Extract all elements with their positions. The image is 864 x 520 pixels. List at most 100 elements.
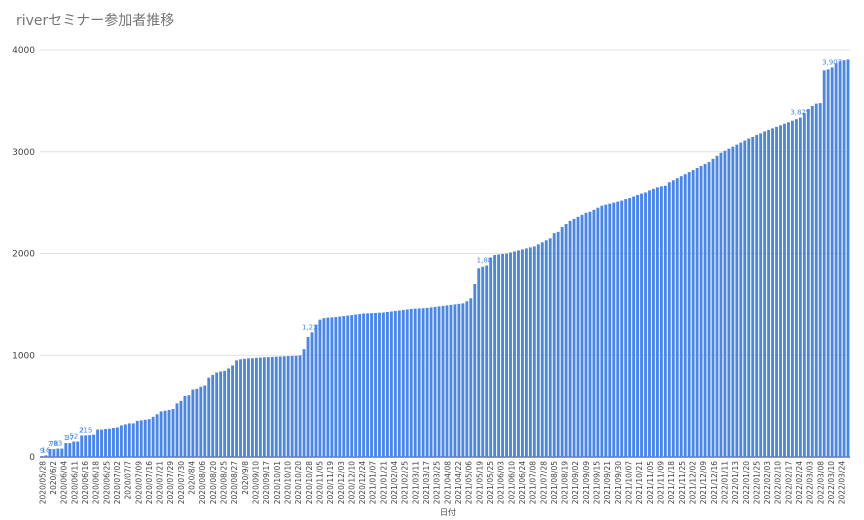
bar [421, 308, 425, 457]
bar [40, 456, 44, 457]
bar [652, 188, 655, 457]
x-tick-label: 2021/08/19 [561, 461, 570, 504]
data-label: 3,907 [822, 58, 842, 66]
bar [544, 240, 548, 457]
bar [775, 126, 778, 457]
bar [401, 309, 405, 457]
bar [195, 388, 199, 457]
bar [251, 358, 254, 457]
bar [632, 196, 636, 457]
x-tick-label: 2022/01/13 [731, 461, 740, 504]
x-tick-label: 2020/06/04 [60, 461, 69, 504]
bar [838, 61, 842, 457]
bar [659, 186, 663, 457]
bar [600, 205, 604, 457]
x-tick-label: 2021/09/30 [614, 461, 623, 504]
chart-title: riverセミナー参加者推移 [16, 13, 175, 29]
x-tick-label: 2022/03/24 [838, 461, 847, 504]
bar [572, 218, 576, 457]
bar [798, 117, 802, 457]
data-label: 52 [69, 433, 78, 441]
data-label: 16 [41, 446, 50, 454]
x-tick-label: 2022/02/10 [774, 461, 783, 504]
data-label: 3,829 [790, 109, 810, 117]
bar [620, 200, 624, 457]
bar [747, 138, 751, 457]
bar [389, 311, 393, 457]
bar [588, 211, 592, 457]
bar [354, 314, 358, 457]
bar [596, 207, 600, 457]
bar [227, 368, 231, 457]
x-tick-label: 2021/09/02 [571, 461, 580, 504]
bar [382, 312, 385, 457]
x-tick-label: 2021/12/09 [699, 461, 708, 504]
bar [104, 429, 107, 457]
bar [465, 301, 469, 457]
bar [763, 131, 767, 457]
bar [286, 356, 290, 457]
bar [60, 448, 64, 457]
x-tick-label: 2021/09/15 [593, 461, 602, 504]
x-tick-label: 2020/07/7 [124, 461, 133, 500]
x-tick-label: 2021/01/21 [379, 461, 388, 504]
bar [457, 303, 461, 457]
bar [656, 187, 659, 458]
bar [517, 250, 520, 457]
bar [282, 356, 286, 457]
bar [735, 144, 739, 457]
bar [794, 119, 798, 457]
bar [528, 247, 532, 457]
x-tick-label: 2020/12/24 [358, 461, 367, 504]
bar [374, 312, 377, 457]
bar [524, 248, 528, 457]
bar [413, 308, 417, 457]
x-tick-label: 2021/05/06 [465, 461, 474, 504]
x-tick-label: 2020/06/11 [70, 461, 79, 504]
bar [143, 419, 147, 457]
bar [358, 314, 362, 457]
bar [675, 178, 679, 457]
bar [449, 304, 453, 457]
bar [405, 309, 409, 457]
x-tick-label: 2020/10/01 [273, 461, 282, 504]
bar [552, 233, 556, 457]
bar [334, 317, 338, 457]
bar [84, 435, 88, 457]
y-axis: 0 1000 2000 3000 4000 [12, 46, 35, 463]
bar [175, 403, 179, 457]
x-tick-label: 2021/07/28 [539, 461, 548, 504]
bar [135, 420, 139, 457]
x-axis-title: 日付 [440, 507, 456, 517]
bar [759, 133, 763, 457]
x-axis: 2020/05/28 2020/6/2 2020/06/04 2020/06/11 20… [38, 461, 846, 504]
x-tick-label: 2020/05/28 [38, 461, 47, 504]
bar [540, 242, 544, 457]
x-tick-label: 2022/02/24 [795, 461, 804, 504]
bar [409, 308, 413, 457]
bar [393, 310, 397, 457]
bar [48, 449, 52, 457]
bar [417, 308, 421, 457]
x-tick-label: 2020/10/10 [283, 461, 292, 504]
bar [683, 174, 687, 457]
x-tick-label: 2020/6/2 [49, 461, 58, 495]
bar [715, 155, 719, 457]
bar [294, 355, 298, 457]
bar [751, 137, 755, 457]
bar [425, 307, 429, 457]
bar [505, 253, 508, 457]
bar [548, 238, 552, 457]
bar [266, 357, 270, 457]
x-tick-label: 2021/11/09 [656, 461, 665, 504]
bar [100, 429, 103, 457]
bar [179, 400, 183, 457]
bar [509, 252, 512, 457]
bar [679, 176, 683, 458]
bar [818, 103, 822, 458]
gridlines [40, 49, 850, 458]
bar [258, 357, 262, 457]
x-tick-label: 2021/09/21 [603, 461, 612, 504]
bar [123, 424, 127, 457]
bar [695, 168, 699, 457]
